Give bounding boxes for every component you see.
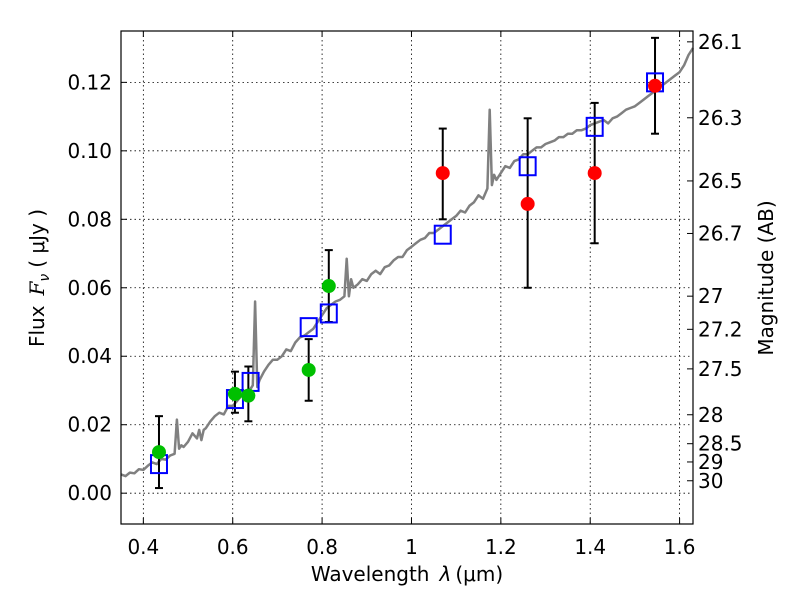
tick-labels: 0.4 0.6 0.8 1 1.2 1.4 1.6 0.00 0.02 0.04 0.06 0.08 0… [67,30,742,559]
model-point-square [433,224,452,245]
ground-point [227,386,242,401]
mag-tick-label: 27.5 [698,357,743,381]
mag-tick-label: 26.3 [698,106,743,130]
x-tick-label: 1.2 [485,535,517,559]
y-axis-label: FluxFν( μJy ) [25,209,53,347]
y-tick-label: 0.10 [67,139,112,163]
y-tick-label: 0.04 [67,344,112,368]
model-point-square [585,116,604,137]
x-tick-label: 0.6 [217,535,249,559]
mag-tick-label: 27.2 [698,317,743,341]
mag-tick-label: 28 [698,403,723,427]
ground-point [241,388,256,403]
y-tick-label: 0.06 [67,276,112,300]
space-point [648,78,663,93]
model-point-square [299,317,318,338]
x-tick-label: 1 [405,535,418,559]
x-tick-label: 0.8 [306,535,338,559]
model-point-square [319,303,338,324]
x-tick-label: 1.6 [664,535,696,559]
x-tick-label: 1.4 [574,535,606,559]
ground-point [151,445,166,460]
mag-tick-label: 29 [698,450,723,474]
space-point [587,166,602,181]
mag-tick-label: 26.1 [698,30,743,54]
model-spectrum-layer [120,47,695,478]
y-tick-label: 0.02 [67,413,112,437]
mag-tick-label: 30 [698,469,723,493]
x-tick-label: 0.4 [127,535,159,559]
mag-tick-label: 27 [698,284,723,308]
x-axis-label: Wavelength λ (μm) [311,562,503,586]
model-point-square [518,156,537,177]
observed-points-layer [151,78,663,460]
y-tick-label: 0.00 [67,481,112,505]
right-axis-label: Magnitude (AB) [754,200,778,355]
plot-frame [120,30,694,525]
y-tick-label: 0.08 [67,207,112,231]
model-spectrum-line [120,47,695,478]
space-point [435,166,450,181]
y-tick-label: 0.12 [67,70,112,94]
ground-point [301,362,316,377]
mag-tick-label: 26.7 [698,221,743,245]
mag-tick-label: 28.5 [698,432,743,456]
grid [121,31,693,524]
space-point [520,196,535,211]
ground-point [321,279,336,294]
ticks [121,31,693,524]
mag-tick-label: 26.5 [698,169,743,193]
